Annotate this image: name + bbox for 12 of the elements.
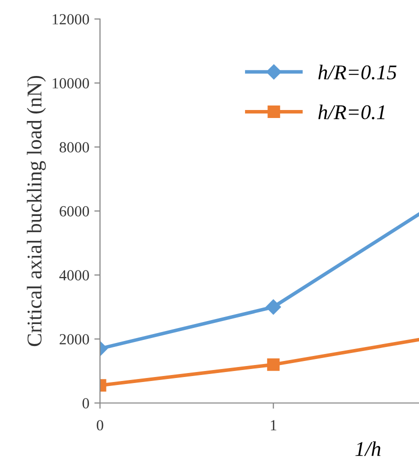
legend-label: h/R=0.15 [318, 64, 396, 80]
y-tick-label: 0 [82, 398, 89, 408]
y-tick-label: 6000 [60, 206, 89, 216]
y-tick-label: 8000 [60, 142, 89, 152]
y-tick-label: 2000 [60, 334, 89, 344]
y-tick-label: 10000 [52, 78, 89, 88]
x-axis-title: 1/h [355, 441, 380, 456]
y-tick-label: 12000 [52, 14, 89, 24]
x-tick-label: 1 [270, 420, 276, 430]
y-tick-label: 4000 [59, 270, 89, 280]
y-axis-title: Critical axial buckling load (nN) [26, 76, 46, 346]
legend-label: h/R=0.1 [318, 104, 384, 120]
